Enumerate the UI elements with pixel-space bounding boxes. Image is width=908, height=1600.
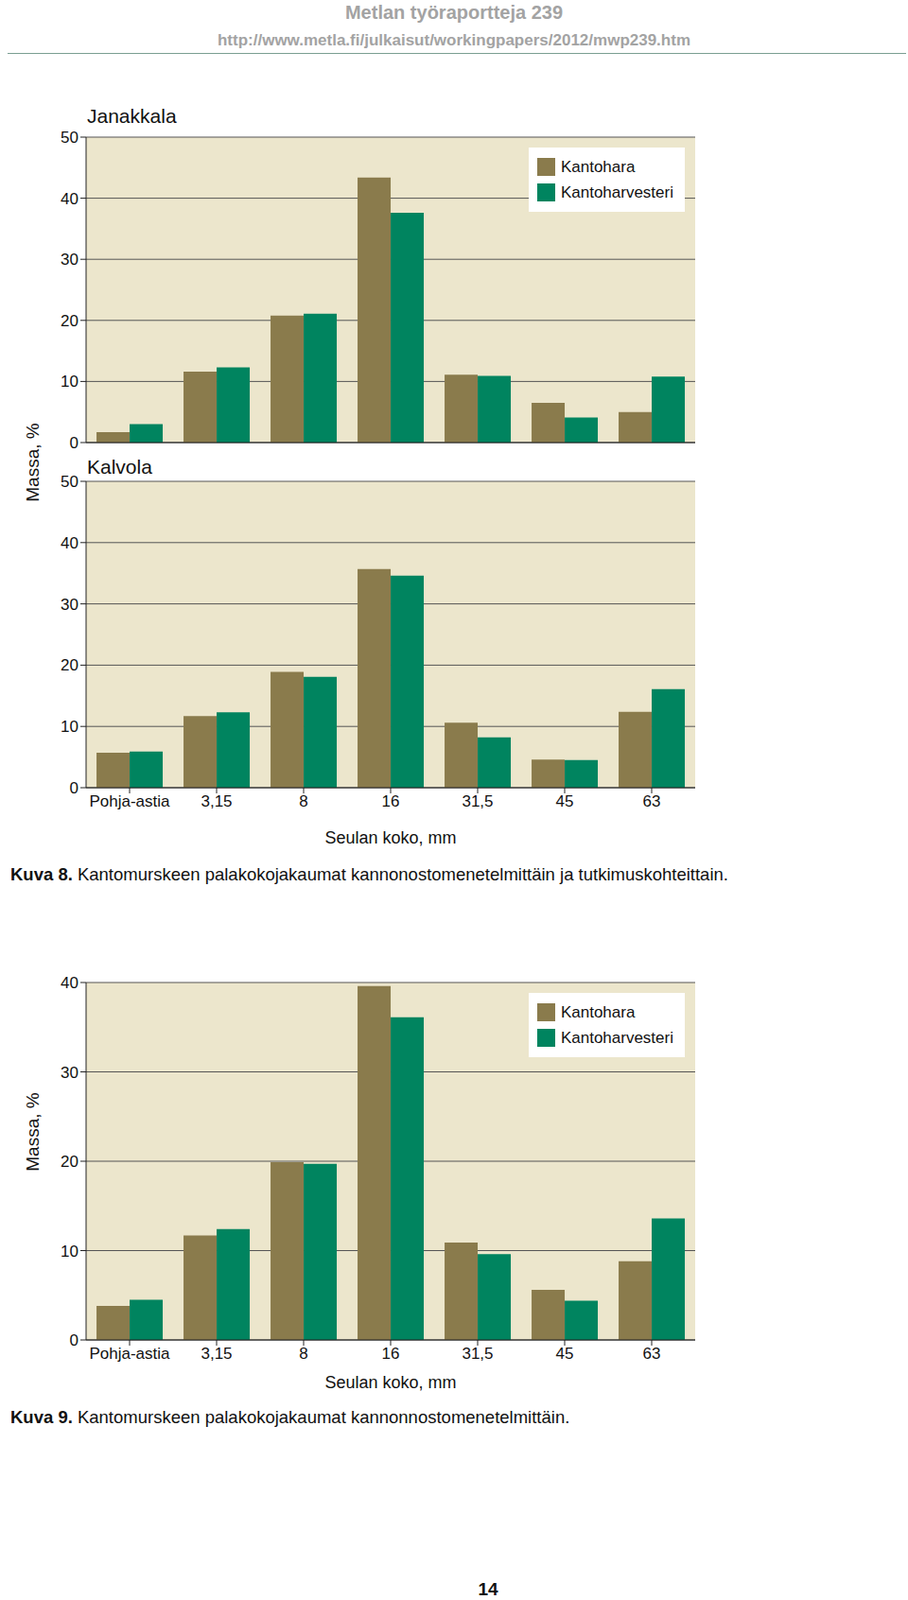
svg-text:10: 10 bbox=[60, 717, 79, 736]
svg-text:20: 20 bbox=[60, 312, 79, 331]
svg-text:0: 0 bbox=[69, 434, 79, 453]
svg-text:0: 0 bbox=[69, 779, 79, 798]
html-text:Kantohara: Kantohara bbox=[560, 1003, 636, 1022]
svg-text:30: 30 bbox=[60, 1064, 79, 1083]
svg-text:45: 45 bbox=[556, 1344, 575, 1363]
svg-text:50: 50 bbox=[60, 472, 79, 491]
html-text:Kuva 8. Kantomurskeen palakoko: Kuva 8. Kantomurskeen palakokojakaumat k… bbox=[10, 864, 729, 885]
svg-text:63: 63 bbox=[643, 1344, 662, 1363]
svg-text:31,5: 31,5 bbox=[461, 792, 493, 811]
html-text:Massa, %: Massa, % bbox=[22, 423, 43, 502]
svg-text:30: 30 bbox=[60, 250, 79, 269]
svg-text:16: 16 bbox=[382, 792, 401, 811]
svg-text:3,15: 3,15 bbox=[200, 792, 232, 811]
svg-text:8: 8 bbox=[298, 792, 308, 811]
svg-text:40: 40 bbox=[60, 190, 79, 209]
svg-text:10: 10 bbox=[60, 372, 79, 391]
html-text:Seulan koko, mm: Seulan koko, mm bbox=[324, 828, 457, 848]
html-text:Seulan koko, mm: Seulan koko, mm bbox=[324, 1373, 457, 1393]
html-text:Kantoharvesteri: Kantoharvesteri bbox=[560, 1028, 674, 1047]
html-text:Metlan työraportteja 239: Metlan työraportteja 239 bbox=[345, 1, 563, 23]
html-text:Massa, %: Massa, % bbox=[22, 1092, 43, 1172]
svg-text:16: 16 bbox=[382, 1344, 401, 1363]
svg-text:20: 20 bbox=[60, 1152, 79, 1171]
svg-text:20: 20 bbox=[60, 656, 79, 675]
html-text:Kuva 9. Kantomurskeen palakoko: Kuva 9. Kantomurskeen palakokojakaumat k… bbox=[10, 1407, 570, 1428]
svg-text:3,15: 3,15 bbox=[200, 1344, 232, 1363]
html-text:Janakkala: Janakkala bbox=[87, 104, 177, 127]
svg-text:31,5: 31,5 bbox=[461, 1344, 493, 1363]
html-text:Kantoharvesteri: Kantoharvesteri bbox=[560, 183, 674, 201]
svg-text:63: 63 bbox=[643, 792, 662, 811]
svg-text:45: 45 bbox=[556, 792, 575, 811]
html-text:Kantohara: Kantohara bbox=[560, 157, 636, 176]
html-text:http://www.metla.fi/julkaisut/: http://www.metla.fi/julkaisut/workingpap… bbox=[217, 31, 691, 50]
svg-text:8: 8 bbox=[298, 1344, 308, 1363]
svg-text:0: 0 bbox=[69, 1331, 79, 1350]
svg-text:30: 30 bbox=[60, 595, 79, 614]
html-text:14: 14 bbox=[478, 1579, 499, 1600]
svg-text:40: 40 bbox=[60, 974, 79, 993]
svg-text:40: 40 bbox=[60, 534, 79, 553]
svg-text:10: 10 bbox=[60, 1242, 79, 1261]
svg-text:Pohja-astia: Pohja-astia bbox=[88, 792, 171, 811]
html-text:Kalvola: Kalvola bbox=[87, 455, 153, 478]
svg-text:Pohja-astia: Pohja-astia bbox=[88, 1344, 171, 1363]
svg-text:50: 50 bbox=[60, 128, 79, 147]
